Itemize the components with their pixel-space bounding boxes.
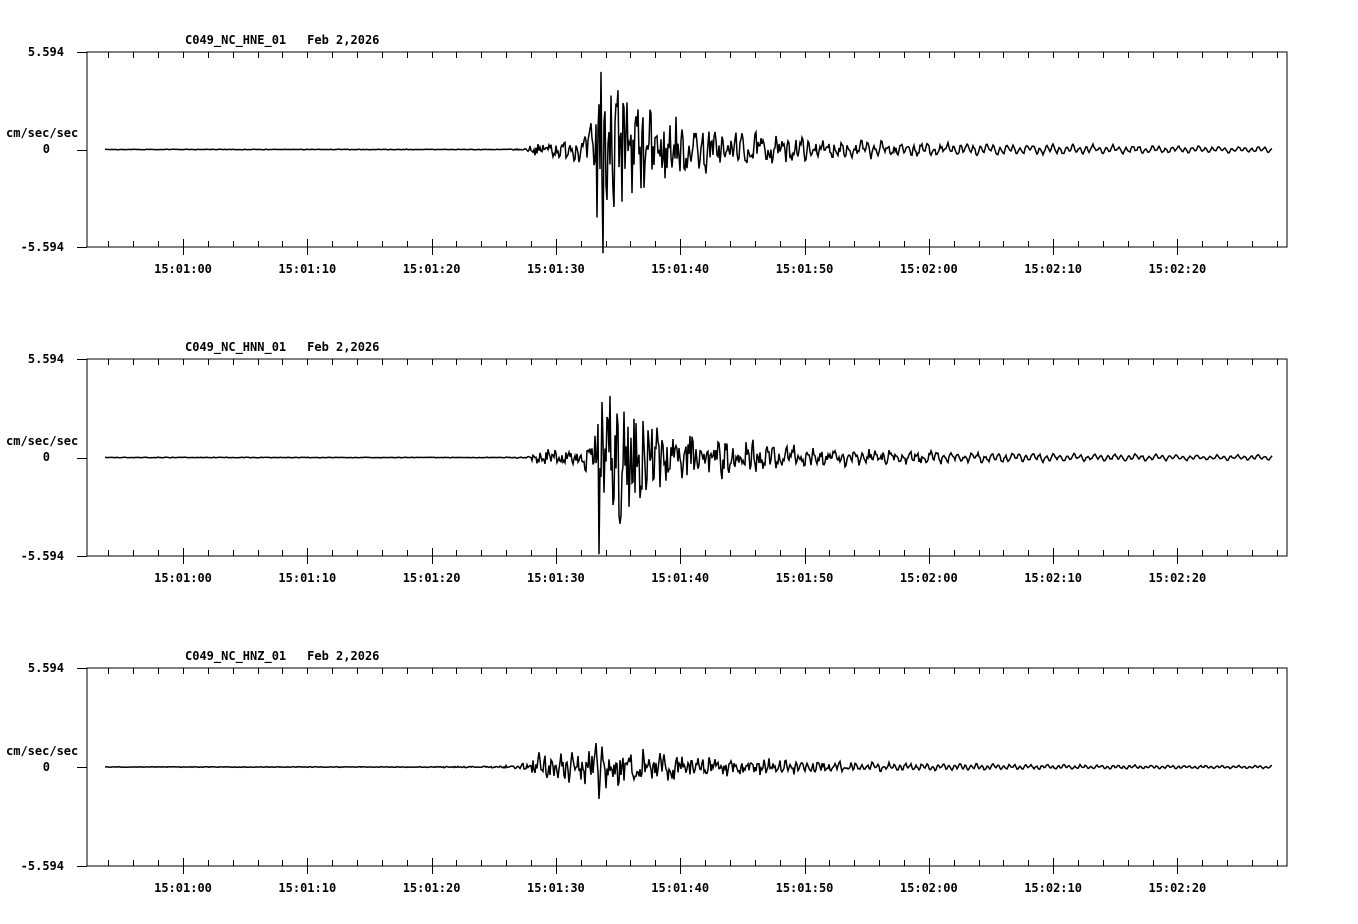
x-tick-label: 15:01:50: [775, 881, 834, 895]
x-tick-label: 15:01:10: [278, 571, 337, 585]
seismic-trace-C049_NC_HNZ_01: [104, 743, 1273, 799]
x-tick-label: 15:01:00: [154, 571, 212, 585]
y-axis-units-label: cm/sec/sec: [6, 744, 79, 758]
y-axis-zero-label: 0: [42, 450, 50, 464]
x-tick-label: 15:01:30: [526, 262, 585, 276]
x-tick-label: 15:02:10: [1024, 262, 1082, 276]
x-tick-label: 15:01:40: [651, 262, 710, 276]
y-axis-zero-label: 0: [42, 760, 50, 774]
plot-title: C049_NC_HNZ_01 Feb 2,2026: [185, 650, 379, 663]
x-tick-label: 15:02:20: [1148, 571, 1207, 585]
x-tick-label: 15:01:20: [402, 881, 461, 895]
x-tick-label: 15:01:20: [402, 262, 461, 276]
x-tick-label: 15:01:50: [775, 571, 834, 585]
x-tick-label: 15:01:10: [278, 881, 337, 895]
y-axis-units-label: cm/sec/sec: [6, 126, 79, 140]
x-tick-label: 15:02:20: [1148, 262, 1207, 276]
y-axis-min-label: -5.594: [20, 859, 64, 873]
x-tick-label: 15:02:00: [899, 881, 958, 895]
y-axis-max-label: 5.594: [27, 45, 64, 59]
plot-title-date: Feb 2,2026: [307, 649, 380, 663]
plot-title-date: Feb 2,2026: [307, 33, 380, 47]
x-tick-label: 15:01:00: [154, 881, 212, 895]
plot-title-channel: C049_NC_HNN_01: [185, 340, 287, 354]
x-tick-label: 15:01:50: [775, 262, 834, 276]
y-axis-units-label: cm/sec/sec: [6, 434, 79, 448]
seismic-trace-C049_NC_HNE_01: [104, 71, 1273, 254]
x-tick-label: 15:02:10: [1024, 881, 1082, 895]
x-tick-label: 15:01:30: [526, 571, 585, 585]
plot-axes: [77, 358, 1288, 564]
plot-axes: [77, 667, 1288, 874]
y-axis-max-label: 5.594: [27, 352, 64, 366]
plot-title: C049_NC_HNN_01 Feb 2,2026: [185, 341, 379, 354]
x-tick-label: 15:02:10: [1024, 571, 1082, 585]
y-axis-max-label: 5.594: [27, 661, 64, 675]
plot-title-date: Feb 2,2026: [307, 340, 380, 354]
y-axis-min-label: -5.594: [20, 240, 64, 254]
plot-title: C049_NC_HNE_01 Feb 2,2026: [185, 34, 379, 47]
x-tick-label: 15:02:00: [899, 571, 958, 585]
x-tick-label: 15:01:40: [651, 571, 710, 585]
seismic-trace-C049_NC_HNN_01: [104, 395, 1273, 555]
y-axis-zero-label: 0: [42, 142, 50, 156]
x-tick-label: 15:01:20: [402, 571, 461, 585]
y-axis-min-label: -5.594: [20, 549, 64, 563]
x-tick-label: 15:01:30: [526, 881, 585, 895]
x-tick-label: 15:02:00: [899, 262, 958, 276]
x-tick-label: 15:01:10: [278, 262, 337, 276]
x-tick-label: 15:02:20: [1148, 881, 1207, 895]
plot-axes: [77, 51, 1288, 255]
plot-title-channel: C049_NC_HNE_01: [185, 33, 287, 47]
x-tick-label: 15:01:00: [154, 262, 212, 276]
plot-title-channel: C049_NC_HNZ_01: [185, 649, 287, 663]
x-tick-label: 15:01:40: [651, 881, 710, 895]
